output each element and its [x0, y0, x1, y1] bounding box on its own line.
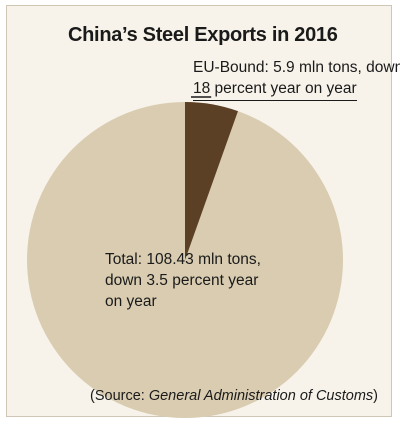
total-label-line3: on year — [105, 293, 157, 310]
source-name: General Administration of Customs — [148, 388, 374, 404]
source-suffix: ) — [373, 388, 378, 404]
total-annotation: Total: 108.43 mln tons, down 3.5 percent… — [105, 249, 305, 312]
chart-title: China’s Steel Exports in 2016 — [68, 24, 338, 46]
total-label-line1: Total: 108.43 mln tons, — [105, 251, 261, 268]
source-note: (Source: General Administration of Custo… — [90, 388, 378, 404]
source-prefix: (Source: — [90, 388, 149, 404]
total-label-line2: down 3.5 percent year — [105, 272, 259, 289]
eu-bound-label-line2: 18 percent year on year — [193, 78, 357, 101]
pie-slice-eu-bound — [185, 102, 238, 260]
eu-bound-label-line1: EU-Bound: 5.9 mln tons, down — [193, 59, 400, 76]
eu-bound-annotation: EU-Bound: 5.9 mln tons, down 18 percent … — [193, 57, 400, 101]
